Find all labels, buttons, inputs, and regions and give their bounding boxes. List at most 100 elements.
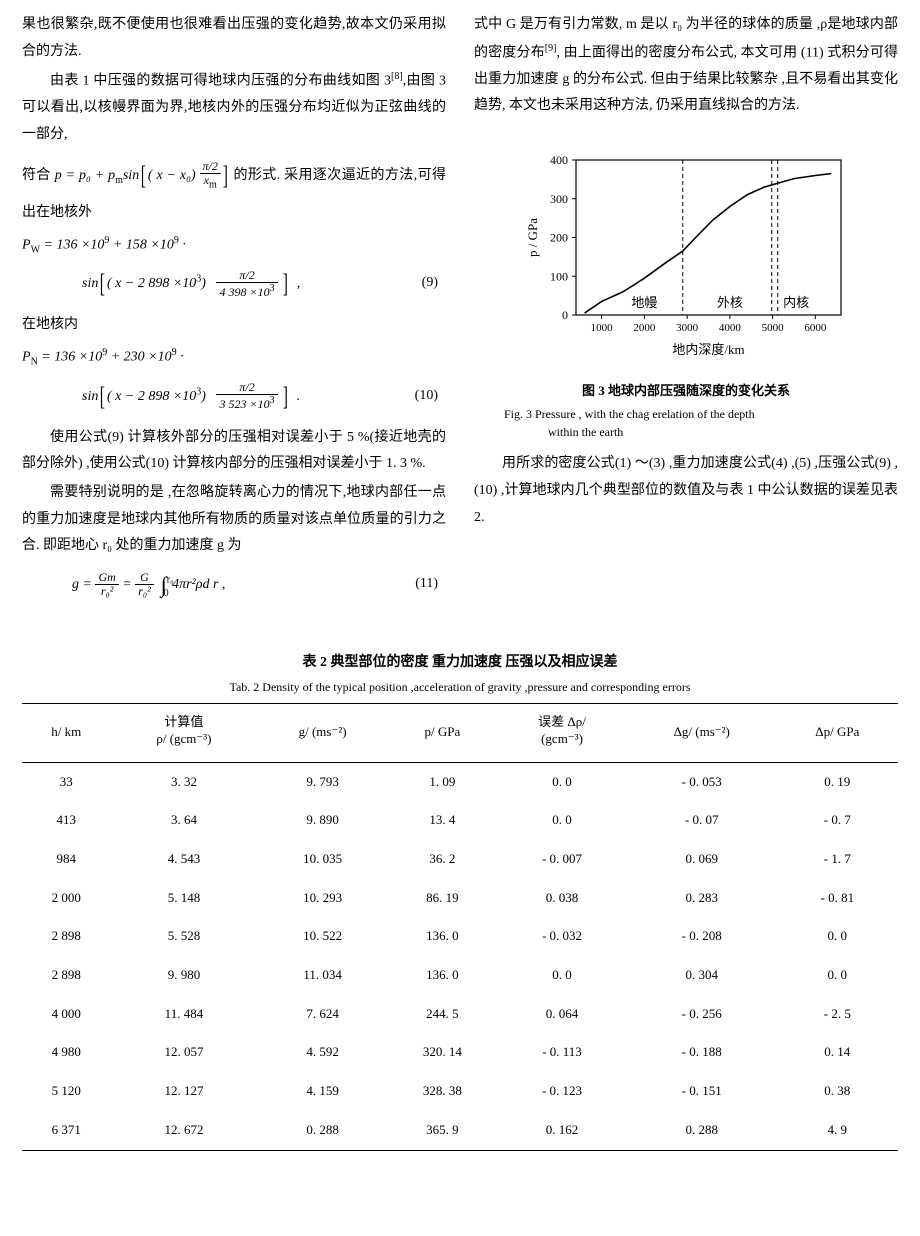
svg-text:内核: 内核 [783,295,809,310]
table-header-cell: 计算值ρ/ (gcm⁻³) [110,704,257,763]
equation-9: PW = 136 ×109 + 158 ×109 · sin[( x − 2 8… [22,231,446,309]
table-cell: 0. 288 [257,1111,387,1150]
table-cell: 4. 592 [257,1033,387,1072]
svg-text:地内深度/km: 地内深度/km [672,342,744,357]
table-cell: 0. 162 [497,1111,627,1150]
table-cell: 6 371 [22,1111,110,1150]
table-cell: 7. 624 [257,995,387,1034]
svg-text:外核: 外核 [717,295,743,310]
table-cell: 328. 38 [388,1072,497,1111]
table-cell: 3. 64 [110,801,257,840]
table-row: 4 98012. 0574. 592320. 14- 0. 113- 0. 18… [22,1033,898,1072]
svg-text:300: 300 [550,192,568,206]
svg-text:0: 0 [562,308,568,322]
table-row: 333. 329. 7931. 090. 0- 0. 0530. 19 [22,762,898,801]
table-cell: 12. 057 [110,1033,257,1072]
table-cell: - 0. 07 [627,801,777,840]
table-cell: - 0. 053 [627,762,777,801]
table-cell: - 0. 208 [627,917,777,956]
para-r1: 式中 G 是万有引力常数, m 是以 r₀ 为半径的球体的质量 ,ρ是地球内部的… [474,12,898,120]
table-cell: - 0. 123 [497,1072,627,1111]
table-cell: - 0. 007 [497,840,627,879]
table-cell: 320. 14 [388,1033,497,1072]
svg-text:3000: 3000 [676,322,699,334]
table-cell: 0. 304 [627,956,777,995]
para-l4: 需要特别说明的是 ,在忽略旋转离心力的情况下,地球内部任一点的重力加速度是地球内… [22,480,446,560]
table-cell: - 0. 256 [627,995,777,1034]
table-header-cell: g/ (ms⁻²) [257,704,387,763]
table-cell: - 0. 188 [627,1033,777,1072]
table-header-cell: Δp/ GPa [777,704,898,763]
para-l3: 使用公式(9) 计算核外部分的压强相对误差小于 5 %(接近地壳的部分除外) ,… [22,425,446,478]
table-cell: - 2. 5 [777,995,898,1034]
table-cell: 244. 5 [388,995,497,1034]
svg-text:4000: 4000 [719,322,742,334]
table-cell: 0. 038 [497,879,627,918]
table-cell: 12. 672 [110,1111,257,1150]
table-cell: 5 120 [22,1072,110,1111]
table-cell: - 0. 113 [497,1033,627,1072]
table-row: 5 12012. 1274. 159328. 38- 0. 123- 0. 15… [22,1072,898,1111]
table-cell: - 0. 032 [497,917,627,956]
svg-text:400: 400 [550,153,568,167]
table-cell: 0. 069 [627,840,777,879]
para-l2: 由表 1 中压强的数据可得地球内压强的分布曲线如图 3[8],由图 3 可以看出… [22,67,446,148]
table-cell: 0. 0 [777,917,898,956]
table-row: 2 0005. 14810. 29386. 190. 0380. 283- 0.… [22,879,898,918]
table-cell: 9. 980 [110,956,257,995]
table-row: 2 8985. 52810. 522136. 0- 0. 032- 0. 208… [22,917,898,956]
table-cell: 0. 19 [777,762,898,801]
svg-text:200: 200 [550,231,568,245]
table-row: 9844. 54310. 03536. 2- 0. 0070. 069- 1. … [22,840,898,879]
table-row: 4 00011. 4847. 624244. 50. 064- 0. 256- … [22,995,898,1034]
table-cell: 4. 159 [257,1072,387,1111]
table-2-caption-cn: 表 2 典型部位的密度 重力加速度 压强以及相应误差 [22,650,898,677]
equation-11: g = Gmr₀² = Gr₀² ∫r₀0 4πr²ρd r , (11) [22,564,446,606]
svg-text:6000: 6000 [804,322,827,334]
table-cell: 86. 19 [388,879,497,918]
table-2-caption-en: Tab. 2 Density of the typical position ,… [22,676,898,699]
table-cell: - 0. 151 [627,1072,777,1111]
table-cell: 0. 0 [497,801,627,840]
svg-text:5000: 5000 [762,322,785,334]
figure-3: 0 100 200 300 400 1000 2000 3000 4000 5000 6000 地幔 外… [474,150,898,441]
table-cell: - 0. 7 [777,801,898,840]
figure-3-chart: 0 100 200 300 400 1000 2000 3000 4000 5000 6000 地幔 外… [521,150,851,360]
table-cell: 984 [22,840,110,879]
equation-10: PN = 136 ×109 + 230 ×109 · sin[( x − 2 8… [22,343,446,421]
svg-text:100: 100 [550,269,568,283]
table-header-cell: p/ GPa [388,704,497,763]
table-cell: 9. 890 [257,801,387,840]
svg-text:1000: 1000 [591,322,614,334]
table-cell: 10. 293 [257,879,387,918]
table-row: 6 37112. 6720. 288365. 90. 1620. 2884. 9 [22,1111,898,1150]
table-cell: 0. 38 [777,1072,898,1111]
table-cell: 0. 288 [627,1111,777,1150]
table-cell: 11. 484 [110,995,257,1034]
table-cell: 10. 522 [257,917,387,956]
table-cell: 9. 793 [257,762,387,801]
table-cell: 136. 0 [388,917,497,956]
table-cell: 0. 0 [777,956,898,995]
svg-text:2000: 2000 [633,322,656,334]
table-row: 2 8989. 98011. 034136. 00. 00. 3040. 0 [22,956,898,995]
table-cell: 4. 543 [110,840,257,879]
table-cell: 0. 283 [627,879,777,918]
table-cell: 4 980 [22,1033,110,1072]
table-cell: - 0. 81 [777,879,898,918]
svg-text:地幔: 地幔 [631,295,657,310]
table-cell: 2 000 [22,879,110,918]
figure-3-caption-cn: 图 3 地球内部压强随深度的变化关系 [474,379,898,404]
para-r2: 用所求的密度公式(1) ～(3) ,重力加速度公式(4) ,(5) ,压强公式(… [474,451,898,531]
table-2-grid: h/ km计算值ρ/ (gcm⁻³)g/ (ms⁻²)p/ GPa误差 Δρ/(… [22,703,898,1150]
left-column: 果也很繁杂,既不便使用也很难看出压强的变化趋势,故本文仍采用拟合的方法. 由表 … [22,12,446,610]
table-cell: 36. 2 [388,840,497,879]
right-column: 式中 G 是万有引力常数, m 是以 r₀ 为半径的球体的质量 ,ρ是地球内部的… [474,12,898,610]
para-l1: 果也很繁杂,既不便使用也很难看出压强的变化趋势,故本文仍采用拟合的方法. [22,12,446,65]
table-cell: - 1. 7 [777,840,898,879]
table-cell: 3. 32 [110,762,257,801]
table-cell: 13. 4 [388,801,497,840]
table-row: 4133. 649. 89013. 40. 0- 0. 07- 0. 7 [22,801,898,840]
table-cell: 4 000 [22,995,110,1034]
table-cell: 5. 148 [110,879,257,918]
